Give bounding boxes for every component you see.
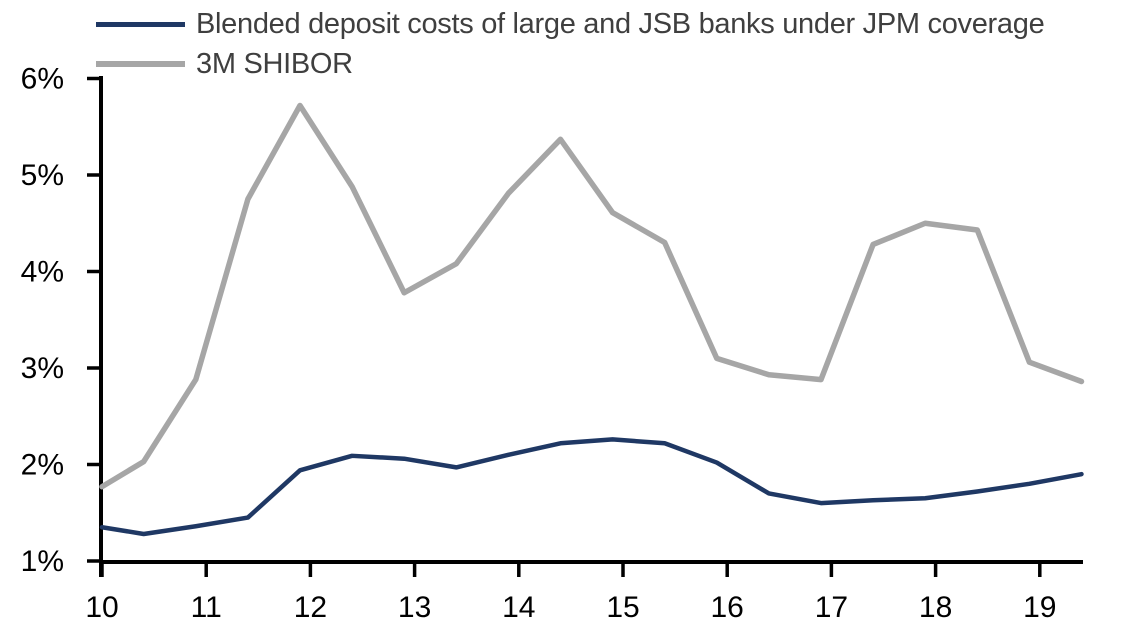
x-axis-label-13: 13 <box>398 591 431 624</box>
legend-label-shibor: 3M SHIBOR <box>196 48 353 80</box>
x-axis-label-16: 16 <box>711 591 744 624</box>
x-axis-label-19: 19 <box>1023 591 1056 624</box>
x-axis-label-10: 10 <box>85 591 118 624</box>
y-axis-label-4%: 4% <box>21 256 64 289</box>
shibor-line <box>99 102 1085 490</box>
legend: Blended deposit costs of large and JSB b… <box>96 4 1045 84</box>
shibor-line-swatch <box>96 61 185 67</box>
legend-item-deposit-costs: Blended deposit costs of large and JSB b… <box>96 4 1045 44</box>
deposit-costs-line <box>99 437 1084 537</box>
x-axis-label-17: 17 <box>815 591 848 624</box>
x-axis-label-18: 18 <box>919 591 952 624</box>
y-axis-label-5%: 5% <box>21 159 64 192</box>
x-axis-label-12: 12 <box>294 591 327 624</box>
x-axis-label-14: 14 <box>502 591 535 624</box>
y-axis-label-1%: 1% <box>21 545 64 578</box>
legend-item-shibor: 3M SHIBOR <box>96 44 1044 84</box>
y-axis-label-2%: 2% <box>21 449 64 482</box>
y-axis-label-3%: 3% <box>21 352 64 385</box>
deposit-costs-line-swatch <box>96 21 185 27</box>
legend-label-deposit-costs: Blended deposit costs of large and JSB b… <box>196 8 1045 40</box>
x-axis-label-15: 15 <box>606 591 639 624</box>
y-axis-label-6%: 6% <box>21 63 64 96</box>
x-axis-label-11: 11 <box>191 591 222 624</box>
